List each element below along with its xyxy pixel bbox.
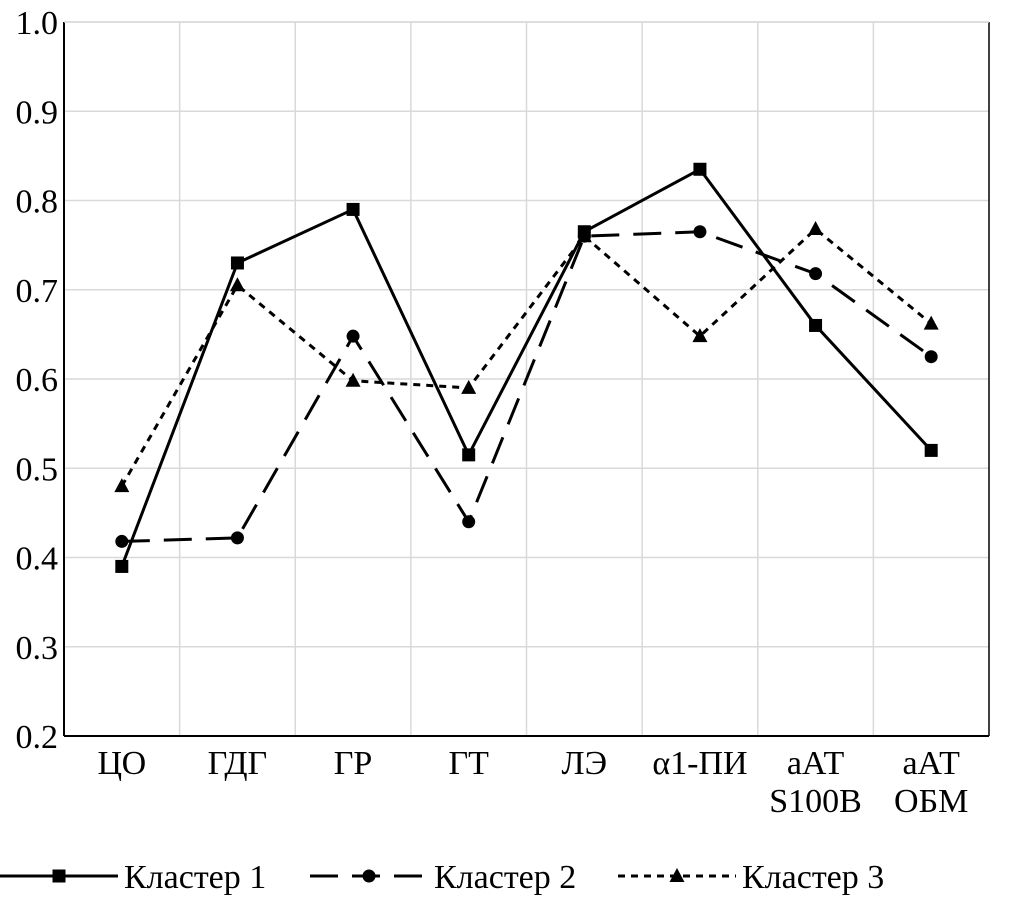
x-tick-label: α1-ПИ: [652, 745, 747, 782]
legend-item-1: Кластер 1: [0, 859, 266, 896]
series-line: [121, 230, 933, 543]
data-point: [809, 267, 823, 281]
legend-item-3: Кластер 3: [618, 859, 884, 896]
data-point: [924, 350, 938, 364]
y-tick-label: 0.5: [16, 451, 59, 488]
series-line: [120, 167, 933, 567]
x-tick-label: ГТ: [448, 745, 489, 782]
data-point: [692, 328, 708, 343]
data-point: [693, 225, 707, 239]
y-tick-label: 0.8: [16, 184, 59, 221]
y-tick-label: 1.0: [16, 5, 59, 42]
data-point: [230, 256, 244, 270]
y-tick-label: 0.9: [16, 94, 59, 131]
x-tick-label: аАТ S100B: [769, 745, 862, 820]
data-point: [924, 443, 938, 457]
data-point: [576, 228, 592, 243]
y-tick-label: 0.6: [16, 362, 59, 399]
data-point: [230, 531, 244, 545]
legend-label: Кластер 3: [742, 859, 884, 896]
data-point: [462, 515, 476, 529]
x-tick-labels: ЦО ГДГ ГР ГТ ЛЭ α1-ПИ аАТ S100B аАТ ОБМ: [97, 745, 968, 820]
data-point: [115, 534, 129, 548]
data-point: [923, 315, 939, 330]
data-point: [346, 329, 360, 343]
x-tick-label: ЛЭ: [562, 745, 608, 782]
x-tick-label: ГДГ: [208, 745, 268, 782]
series-3: [114, 221, 939, 493]
data-point: [229, 277, 245, 292]
axes: [63, 21, 990, 737]
legend-marker: [669, 868, 685, 882]
data-point: [115, 559, 129, 573]
legend: Кластер 1 Кластер 2 Кластер 3: [0, 859, 884, 896]
legend-marker: [362, 869, 376, 883]
y-tick-label: 0.2: [16, 719, 59, 756]
series-1: [115, 162, 938, 573]
x-tick-label: ЦО: [97, 745, 146, 782]
data-point: [461, 379, 477, 394]
data-point: [114, 478, 130, 493]
y-tick-labels: 0.2 0.3 0.4 0.5 0.6 0.7 0.8 0.9 1.0: [16, 5, 59, 756]
legend-item-2: Кластер 2: [310, 859, 576, 896]
data-point: [345, 372, 361, 387]
grid: [64, 21, 989, 736]
legend-label: Кластер 2: [434, 859, 576, 896]
x-tick-label: ГР: [334, 745, 373, 782]
series: [114, 162, 939, 573]
legend-marker: [52, 869, 66, 883]
data-point: [809, 318, 823, 332]
data-point: [808, 221, 824, 236]
y-tick-label: 0.4: [16, 541, 59, 578]
data-point: [693, 162, 707, 176]
y-tick-label: 0.7: [16, 273, 59, 310]
legend-label: Кластер 1: [124, 859, 266, 896]
x-tick-label: аАТ ОБМ: [894, 745, 968, 820]
data-point: [346, 202, 360, 216]
y-tick-label: 0.3: [16, 630, 59, 667]
data-point: [462, 448, 476, 462]
